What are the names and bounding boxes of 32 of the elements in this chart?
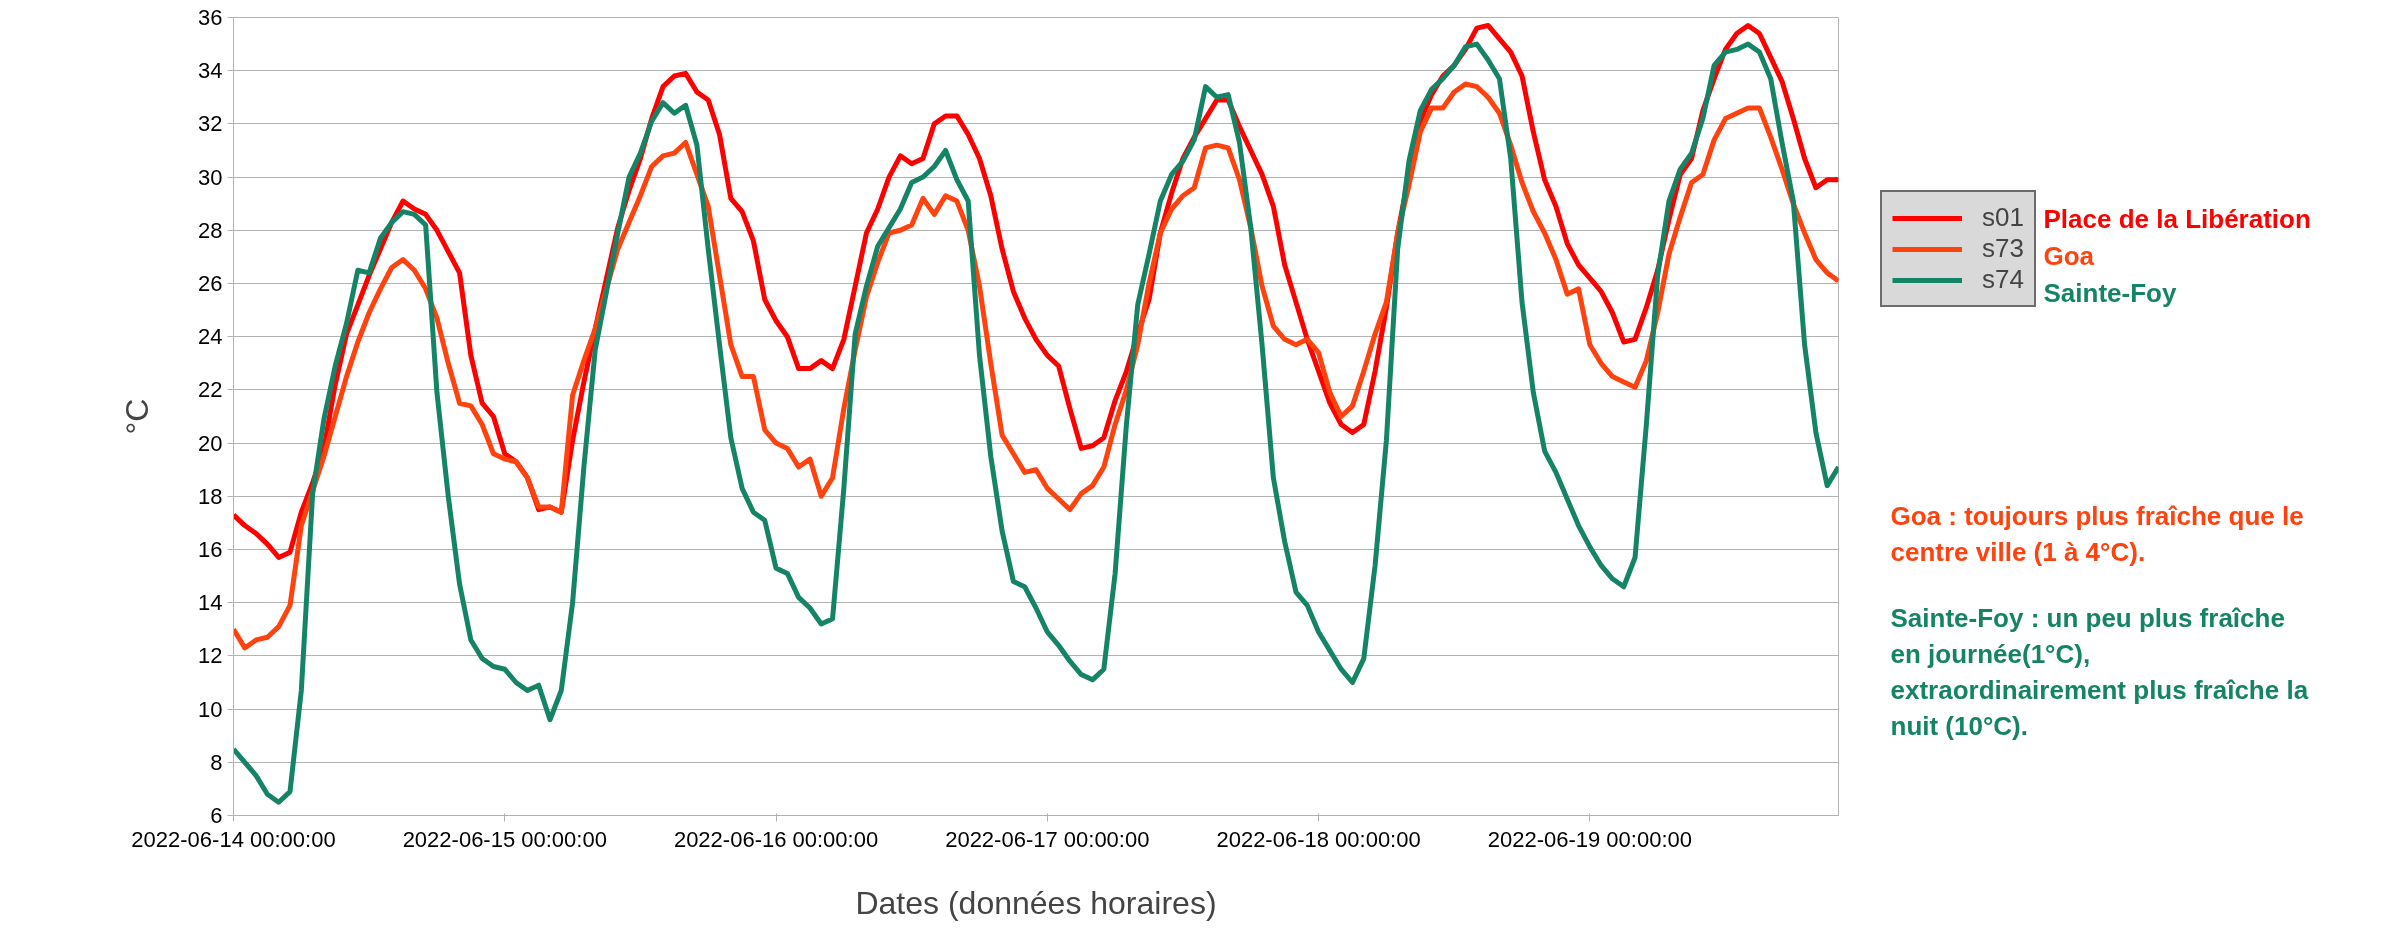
y-tick-label: 10 [198, 696, 223, 722]
y-tick-label: 6 [210, 803, 223, 828]
y-tick-label: 34 [198, 58, 223, 84]
y-tick-label: 16 [198, 537, 223, 562]
text: Sainte-Foy : un peu plus fraîche en journée(1°C), extraordinairement plus fraîche la nuit (10°C). [1890, 602, 2309, 741]
y-tick-label: 8 [210, 749, 223, 775]
y-tick-label: 12 [198, 643, 223, 669]
y-tick-label: 36 [198, 5, 223, 30]
text: Goa [2043, 240, 2095, 271]
x-tick-label: 2022-06-17 00:00:00 [945, 826, 1150, 852]
x-tick-label: 2022-06-18 00:00:00 [1216, 826, 1421, 852]
y-tick-label: 32 [198, 111, 223, 137]
legend-label: s74 [1982, 264, 2024, 295]
x-tick-label: 2022-06-19 00:00:00 [1487, 826, 1692, 852]
x-tick-label: 2022-06-15 00:00:00 [402, 826, 607, 852]
x-axis-title: Dates (données horaires) [855, 884, 1217, 921]
y-tick-label: 20 [198, 430, 223, 456]
text: Sainte-Foy [2043, 277, 2177, 308]
y-tick-label: 30 [198, 164, 223, 190]
legend-label: s01 [1982, 202, 2024, 233]
text: Goa : toujours plus fraîche que le centre ville (1 à 4°C). [1890, 500, 2304, 567]
y-tick-label: 28 [198, 217, 223, 243]
y-axis-title: °C [119, 398, 156, 435]
y-tick-label: 22 [198, 377, 223, 403]
text: Place de la Libération [2043, 203, 2311, 234]
y-tick-label: 26 [198, 271, 223, 296]
y-tick-label: 14 [198, 590, 223, 616]
y-tick-label: 24 [198, 324, 223, 350]
x-tick-label: 2022-06-16 00:00:00 [673, 826, 879, 852]
y-tick-label: 18 [198, 483, 223, 509]
x-tick-label: 2022-06-14 00:00:00 [131, 826, 336, 852]
legend-label: s73 [1982, 233, 2024, 264]
